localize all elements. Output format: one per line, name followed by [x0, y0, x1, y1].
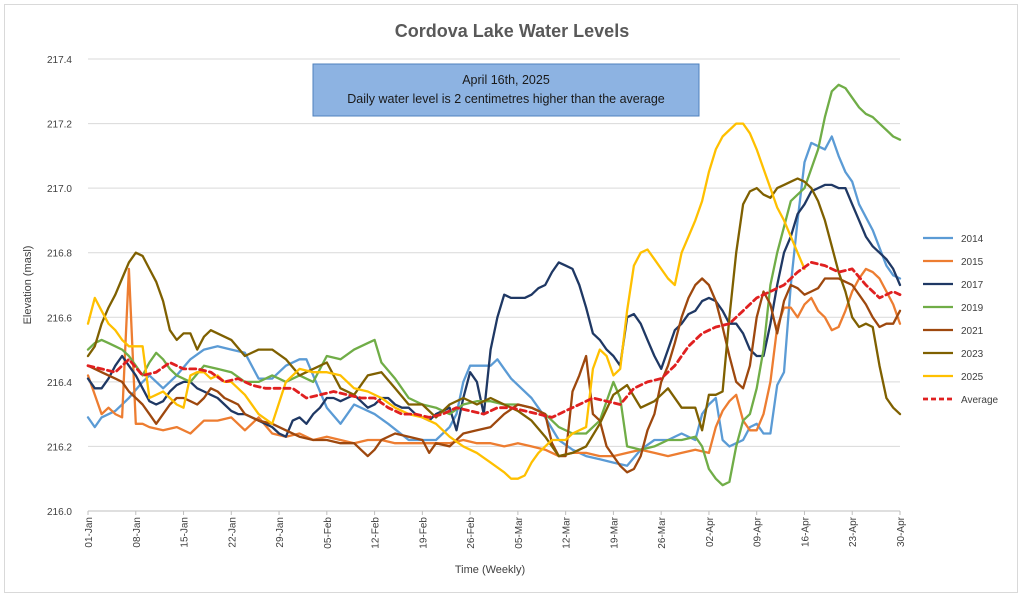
legend-label-2021: 2021: [961, 326, 984, 337]
x-tick-label: 16-Apr: [800, 516, 811, 547]
legend-label-2014: 2014: [961, 234, 984, 245]
x-tick-label: 05-Feb: [323, 517, 334, 549]
x-tick-label: 15-Jan: [180, 517, 191, 548]
y-tick-label: 216.4: [47, 378, 72, 389]
x-tick-label: 29-Jan: [275, 517, 286, 548]
x-tick-label: 26-Feb: [466, 517, 477, 549]
annotation-line-2: Daily water level is 2 centimetres highe…: [347, 92, 665, 106]
x-tick-label: 26-Mar: [657, 516, 668, 548]
x-tick-label: 30-Apr: [896, 516, 907, 547]
gridlines: [88, 58, 900, 512]
legend-label-2015: 2015: [961, 257, 984, 268]
series-line-2025: [86, 122, 806, 480]
x-axis-ticks: 01-Jan 08-Jan 15-Jan 22-Jan 29-Jan 05-Feb 12-F…: [84, 511, 907, 549]
y-tick-label: 216.8: [47, 249, 72, 260]
legend: 2014 2015 2017 2019 2021 2023 2025 Average: [923, 234, 999, 406]
x-tick-label: 23-Apr: [848, 516, 859, 547]
series-lines: [86, 83, 902, 487]
y-tick-label: 216.0: [47, 507, 72, 518]
annotation-background: [312, 63, 700, 117]
x-tick-label: 05-Mar: [514, 516, 525, 548]
legend-label-2019: 2019: [961, 303, 984, 314]
x-tick-label: 19-Feb: [418, 517, 429, 549]
y-axis-ticks: 216.0 216.2 216.4 216.6 216.8 217.0 217.2 217.4: [47, 55, 72, 518]
y-tick-label: 217.0: [47, 184, 72, 195]
series-line-2023: [86, 177, 902, 458]
y-tick-label: 217.2: [47, 120, 72, 131]
legend-label-average: Average: [961, 395, 999, 406]
legend-label-2023: 2023: [961, 349, 984, 360]
series-line-2014: [86, 135, 902, 467]
legend-label-2025: 2025: [961, 372, 984, 383]
series-line-average: [86, 261, 902, 419]
y-tick-label: 217.4: [47, 55, 72, 66]
x-tick-label: 08-Jan: [132, 517, 143, 548]
x-tick-label: 01-Jan: [84, 517, 95, 548]
legend-label-2017: 2017: [961, 280, 984, 291]
x-tick-label: 02-Apr: [705, 516, 716, 547]
annotation-box: April 16th, 2025 Daily water level is 2 …: [312, 63, 700, 117]
y-tick-label: 216.6: [47, 313, 72, 324]
x-tick-label: 22-Jan: [227, 517, 238, 548]
x-axis-label: Time (Weekly): [455, 564, 525, 576]
y-axis-label: Elevation (masl): [22, 246, 34, 325]
chart-title: Cordova Lake Water Levels: [395, 21, 629, 41]
y-tick-label: 216.2: [47, 442, 72, 453]
x-tick-label: 09-Apr: [753, 516, 764, 547]
x-tick-label: 12-Mar: [562, 516, 573, 548]
series-line-2017: [86, 183, 902, 438]
x-tick-label: 12-Feb: [371, 517, 382, 549]
x-tick-label: 19-Mar: [609, 516, 620, 548]
annotation-line-1: April 16th, 2025: [462, 73, 550, 87]
